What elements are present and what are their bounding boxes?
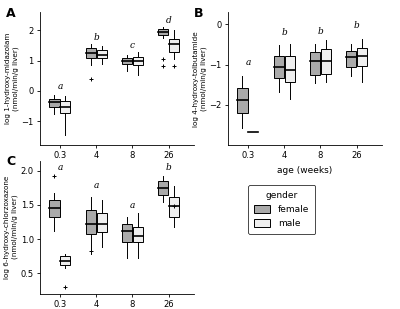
Text: A: A — [6, 7, 16, 20]
Bar — [158, 29, 168, 35]
Text: a: a — [57, 82, 63, 91]
Text: b: b — [93, 33, 99, 42]
Bar — [169, 197, 179, 217]
Bar — [60, 256, 70, 265]
Text: b: b — [281, 28, 287, 37]
Bar — [357, 48, 367, 66]
X-axis label: age (weeks): age (weeks) — [277, 166, 333, 175]
Text: c: c — [130, 41, 135, 50]
Text: a: a — [130, 201, 135, 210]
Bar — [158, 181, 168, 195]
Bar — [133, 57, 143, 65]
Bar — [310, 52, 320, 75]
Bar — [86, 210, 96, 234]
Text: d: d — [166, 16, 172, 25]
Text: a: a — [245, 58, 251, 67]
Bar — [50, 99, 60, 108]
Bar — [96, 213, 107, 232]
Y-axis label: log 1-hydroxy-midazolam
(nmol/min/g liver): log 1-hydroxy-midazolam (nmol/min/g live… — [5, 33, 19, 125]
Bar — [122, 224, 132, 243]
Text: B: B — [194, 7, 204, 20]
Text: a: a — [94, 181, 99, 190]
Text: a: a — [57, 163, 63, 172]
X-axis label: age (weeks): age (weeks) — [89, 166, 145, 175]
Bar — [321, 49, 331, 74]
Text: C: C — [6, 155, 15, 168]
Bar — [50, 200, 60, 217]
Y-axis label: log 4-hydroxy-tolbutamide
(nmol/min/g liver): log 4-hydroxy-tolbutamide (nmol/min/g li… — [193, 31, 207, 127]
Legend: female, male: female, male — [248, 185, 315, 234]
Bar — [133, 227, 143, 243]
Text: b: b — [354, 22, 360, 31]
Bar — [284, 56, 295, 82]
Bar — [274, 56, 284, 78]
Text: b: b — [166, 163, 172, 172]
Bar — [122, 58, 132, 64]
Bar — [238, 88, 248, 113]
Bar — [169, 39, 179, 52]
Text: b: b — [318, 27, 323, 36]
Y-axis label: log 6-hydroxy-chlorzoxazone
(nmol/min/g liver): log 6-hydroxy-chlorzoxazone (nmol/min/g … — [4, 176, 18, 279]
Bar — [86, 48, 96, 58]
Bar — [60, 101, 70, 112]
Bar — [96, 50, 107, 58]
Bar — [346, 51, 356, 67]
